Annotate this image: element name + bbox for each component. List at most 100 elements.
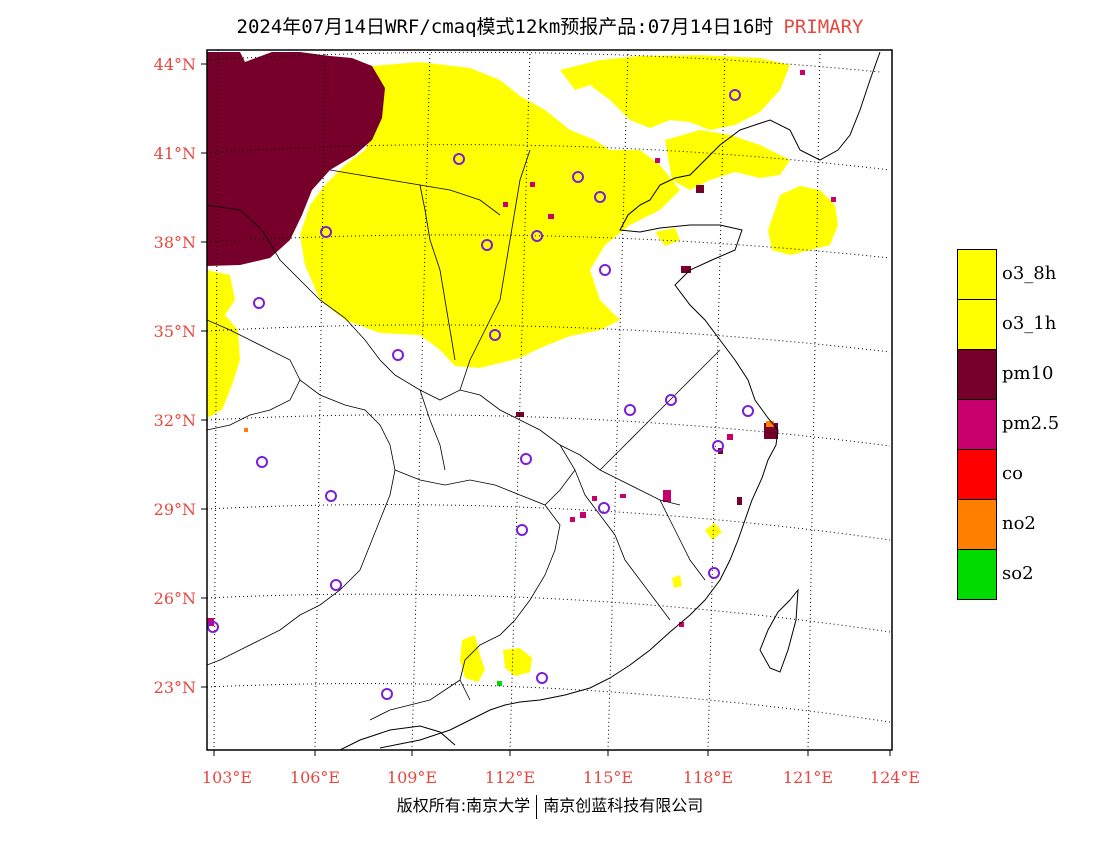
station-marker <box>320 226 332 238</box>
station-marker <box>381 688 393 700</box>
pm25-dot <box>503 202 508 207</box>
o3-region-west-strip <box>207 270 240 418</box>
pm25-dot <box>548 214 554 219</box>
lon-label: 103°E <box>201 768 253 787</box>
legend-swatch <box>957 449 997 500</box>
coastline <box>339 51 881 750</box>
station-marker <box>392 349 404 361</box>
lat-label: 41°N <box>153 144 196 163</box>
legend-swatch <box>957 349 997 400</box>
station-marker <box>536 672 548 684</box>
pm25-dot <box>663 490 671 502</box>
station-marker <box>599 264 611 276</box>
no2-spot <box>244 428 248 432</box>
pm25-dot <box>727 434 733 440</box>
lat-label: 29°N <box>153 500 196 519</box>
lat-label: 35°N <box>153 322 196 341</box>
station-marker <box>531 230 543 242</box>
title-tag: PRIMARY <box>783 16 864 38</box>
station-marker <box>572 171 584 183</box>
o3-region-inner-mongolia <box>560 55 790 130</box>
province-borders <box>207 149 721 721</box>
o3-region-bohai <box>665 130 790 190</box>
station-marker <box>520 453 532 465</box>
pm25-dot <box>800 70 805 75</box>
station-marker <box>516 524 528 536</box>
title-text: 2024年07月14日WRF/cmaq模式12km预报产品:07月14日16时 <box>236 16 774 38</box>
legend-label: so2 <box>1002 563 1034 584</box>
axis-ticks <box>201 63 891 756</box>
lon-label: 118°E <box>682 768 734 787</box>
pm25-dot <box>592 496 597 501</box>
pm10-dot <box>681 266 691 273</box>
lon-label: 124°E <box>869 768 921 787</box>
lon-label: 112°E <box>484 768 536 787</box>
pm25-dot <box>530 182 535 187</box>
pm25-dot <box>679 622 684 627</box>
station-marker <box>729 89 741 101</box>
legend-label: o3_8h <box>1002 263 1057 284</box>
no2-spot <box>766 421 774 427</box>
station-marker <box>665 394 677 406</box>
station-marker <box>742 405 754 417</box>
legend-swatch <box>957 549 997 600</box>
lat-label: 32°N <box>153 411 196 430</box>
pm25-dot <box>655 158 660 163</box>
station-marker <box>489 329 501 341</box>
legend-label: pm2.5 <box>1002 413 1060 434</box>
o3-region-guangdong-west <box>460 635 485 682</box>
legend-swatch <box>957 249 997 300</box>
pm25-dot <box>831 197 836 202</box>
legend-label: co <box>1002 463 1023 484</box>
lat-label: 38°N <box>153 233 196 252</box>
pm10-dot <box>696 185 704 193</box>
lon-label: 115°E <box>582 768 634 787</box>
lon-label: 121°E <box>782 768 834 787</box>
station-marker <box>598 502 610 514</box>
pm25-dot <box>570 517 575 522</box>
station-marker <box>330 579 342 591</box>
o3-region-guangdong-east <box>503 648 532 676</box>
station-marker <box>712 440 724 452</box>
station-marker <box>325 490 337 502</box>
copyright-owner: 版权所有:南京大学 <box>396 796 531 815</box>
station-marker <box>253 297 265 309</box>
lat-label: 26°N <box>153 589 196 608</box>
legend-swatch <box>957 499 997 550</box>
lat-label: 23°N <box>153 678 196 697</box>
station-marker <box>708 567 720 579</box>
lon-label: 106°E <box>289 768 341 787</box>
map-title: 2024年07月14日WRF/cmaq模式12km预报产品:07月14日16时 P… <box>0 12 1100 39</box>
copyright-line: 版权所有:南京大学 南京创蓝科技有限公司 <box>0 792 1100 819</box>
o3-region-shandong <box>655 228 680 246</box>
o3-region-northeast <box>768 186 838 255</box>
station-marker <box>207 621 219 633</box>
legend-swatch <box>957 399 997 450</box>
o3-exceedance-regions <box>207 55 838 682</box>
pm25-dot <box>620 494 626 498</box>
copyright-company: 南京创蓝科技有限公司 <box>543 796 704 815</box>
monitoring-stations <box>207 89 754 700</box>
station-marker <box>624 404 636 416</box>
pm10-dot <box>737 497 742 505</box>
so2-spot <box>497 681 502 686</box>
map-frame <box>206 49 893 751</box>
pm25-dot <box>580 512 586 518</box>
lat-label: 44°N <box>153 55 196 74</box>
o3-region-north <box>300 62 680 368</box>
pm10-region-northwest <box>207 52 385 266</box>
station-marker <box>594 191 606 203</box>
copyright-divider <box>536 794 538 819</box>
legend-swatch <box>957 299 997 350</box>
station-marker <box>453 153 465 165</box>
legend-label: no2 <box>1002 513 1036 534</box>
o3-region-zhejiang <box>705 523 722 540</box>
o3-region-fujian <box>672 575 682 588</box>
station-marker <box>256 456 268 468</box>
legend-label: pm10 <box>1002 363 1054 384</box>
lon-label: 109°E <box>386 768 438 787</box>
legend-label: o3_1h <box>1002 313 1057 334</box>
graticule <box>207 50 891 750</box>
station-marker <box>481 239 493 251</box>
